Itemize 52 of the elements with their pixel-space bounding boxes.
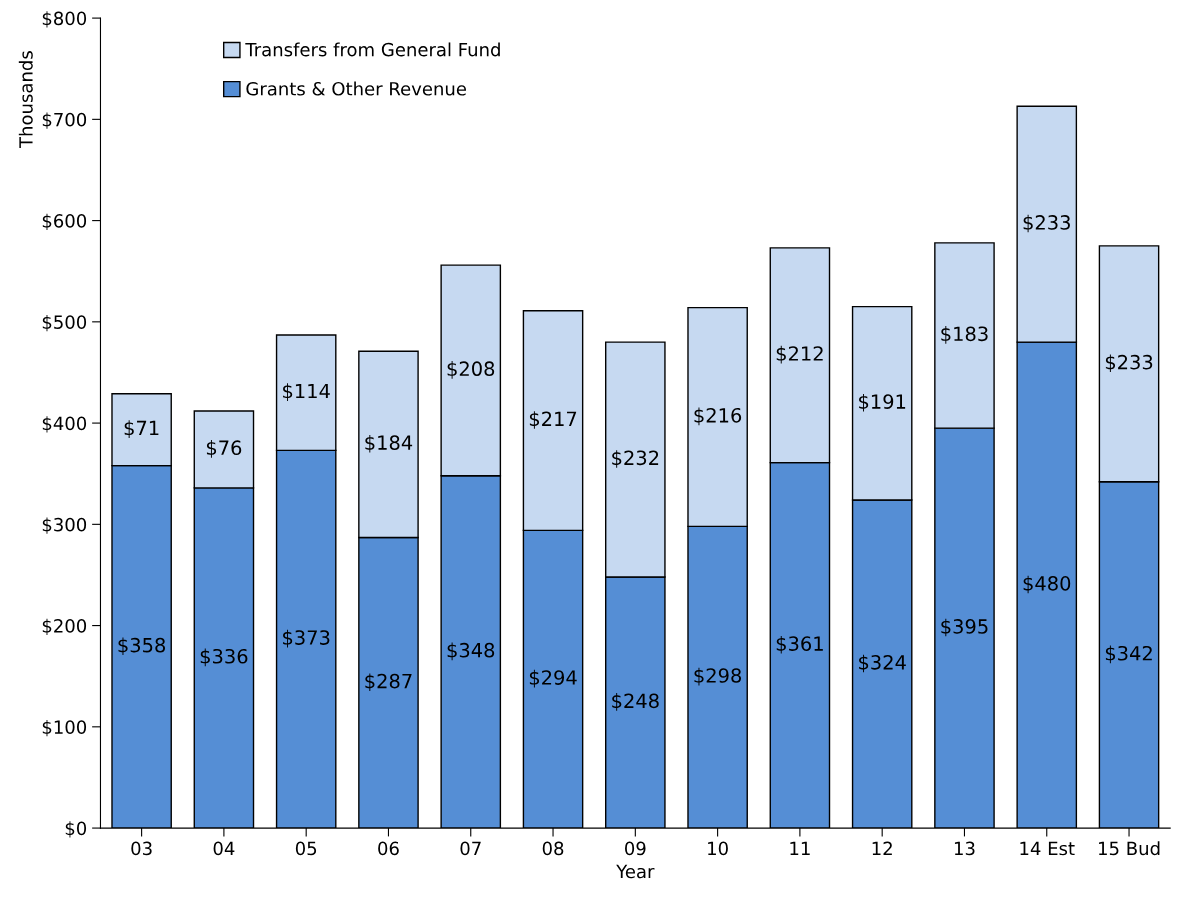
x-tick-label: 03 (131, 841, 152, 856)
data-label: $358 (118, 637, 166, 656)
y-axis-title: Thousands (18, 51, 33, 149)
x-tick-label: 12 (872, 841, 892, 855)
x-tick-label: 07 (460, 841, 481, 856)
y-tick-label: $600 (42, 213, 87, 231)
data-label: $324 (859, 654, 906, 673)
y-tick-label: $0 (65, 821, 87, 838)
x-tick-label: 15 Bud (1099, 841, 1160, 856)
data-label: $71 (124, 420, 159, 438)
data-label: $216 (694, 407, 742, 426)
x-axis-title: Year (616, 864, 655, 879)
data-label: $217 (529, 411, 577, 429)
data-label: $208 (447, 361, 495, 379)
y-tick-label: $300 (42, 517, 87, 534)
data-label: $342 (1105, 645, 1152, 664)
data-label: $233 (1105, 354, 1153, 373)
x-tick-label: 10 (708, 841, 728, 856)
y-tick-label: $100 (42, 719, 87, 737)
data-label: $287 (365, 673, 412, 692)
data-label: $184 (365, 434, 413, 453)
data-label: $348 (447, 642, 495, 661)
data-label: $395 (941, 618, 988, 637)
data-label: $294 (529, 669, 577, 688)
x-tick-label: 11 (790, 841, 810, 855)
x-tick-label: 08 (542, 841, 564, 856)
x-tick-label: 05 (295, 841, 317, 856)
y-tick-label: $200 (42, 618, 87, 636)
data-label: $233 (1023, 214, 1070, 233)
data-label: $183 (941, 326, 988, 344)
data-label: $76 (206, 440, 242, 458)
data-label: $232 (612, 450, 659, 468)
data-label: $191 (859, 393, 906, 412)
data-label: $114 (283, 383, 330, 401)
data-label: $298 (694, 667, 742, 686)
x-tick-label: 09 (625, 841, 646, 856)
y-tick-label: $800 (42, 11, 87, 28)
y-tick-label: $500 (42, 314, 87, 332)
legend-label: Grants & Other Revenue (246, 81, 466, 96)
x-tick-label: 06 (378, 841, 399, 856)
data-label: $336 (200, 648, 248, 667)
y-tick-label: $400 (42, 416, 87, 433)
data-label: $373 (283, 629, 330, 648)
data-label: $480 (1023, 575, 1071, 594)
data-label: $361 (776, 635, 823, 654)
data-label: $212 (776, 345, 823, 364)
x-tick-label: 14 Est (1020, 841, 1075, 856)
x-tick-label: 04 (213, 841, 235, 856)
y-tick-label: $700 (42, 112, 87, 129)
x-tick-label: 13 (954, 841, 975, 856)
data-label: $248 (612, 693, 659, 711)
legend-label: Transfers from General Fund (245, 42, 500, 57)
